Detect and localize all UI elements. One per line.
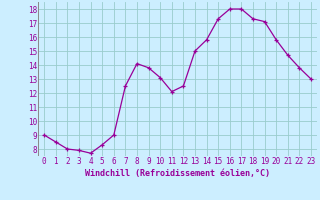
X-axis label: Windchill (Refroidissement éolien,°C): Windchill (Refroidissement éolien,°C) <box>85 169 270 178</box>
